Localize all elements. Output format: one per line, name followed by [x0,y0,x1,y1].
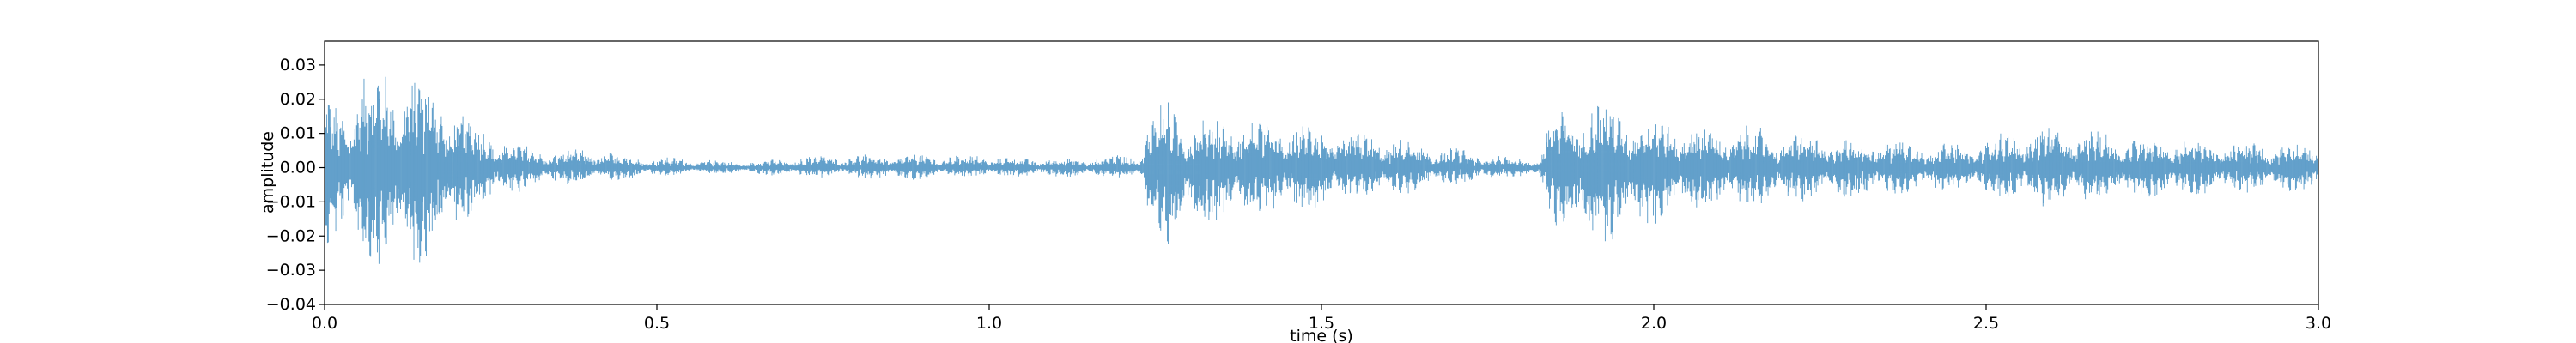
x-tick-label: 1.0 [976,314,1002,333]
y-tick-label: 0.00 [280,159,316,178]
x-tick-label: 3.0 [2306,314,2331,333]
y-tick-label: 0.01 [280,124,316,143]
x-axis-label: time (s) [1290,327,1353,343]
x-tick-label: 1.5 [1309,314,1334,333]
x-tick-label: 0.0 [312,314,337,333]
x-tick-label: 2.5 [1973,314,1999,333]
x-tick-label: 0.5 [644,314,670,333]
y-axis: −0.04 −0.03 −0.02 −0.01 0.00 0.01 0.02 0.03 [266,56,325,314]
x-tick-label: 2.0 [1641,314,1667,333]
y-tick-label: −0.03 [266,261,316,280]
plot-area-background [325,41,2318,304]
y-tick-label: −0.01 [266,192,316,211]
y-axis-label: amplitude [258,131,277,214]
y-tick-label: −0.02 [266,226,316,245]
y-tick-label: 0.03 [280,56,316,75]
y-tick-label: −0.04 [266,295,316,314]
y-tick-label: 0.02 [280,90,316,109]
x-axis: 0.0 0.5 1.0 1.5 2.0 2.5 3.0 [312,304,2331,333]
